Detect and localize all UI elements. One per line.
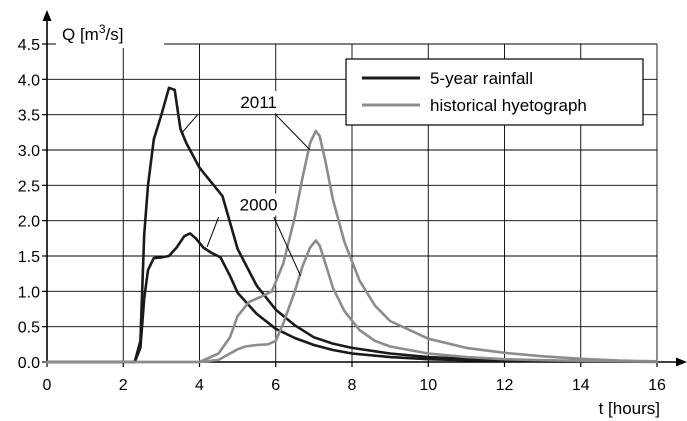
y-axis-title-bg xyxy=(56,22,164,48)
annotation-label-bg xyxy=(233,91,284,114)
x-tick-label: 16 xyxy=(648,377,666,394)
x-tick-label: 8 xyxy=(348,377,357,394)
y-axis-title-unit: /s] xyxy=(106,25,124,44)
axes: 0 2 4 6 8 10 12 14 16 0.0 0.5 1.0 1.5 2.0 2.5 3.0 3.5 4.0… xyxy=(18,10,687,394)
legend-box xyxy=(345,58,644,126)
y-tick-label: 0.5 xyxy=(18,320,40,337)
y-tick-label: 1.5 xyxy=(18,249,40,266)
series-line-3 xyxy=(45,239,659,364)
y-axis-title: Q [m3/s] xyxy=(62,22,123,44)
y-tick-label: 2.5 xyxy=(18,178,40,195)
x-tick-label: 12 xyxy=(496,377,514,394)
annotation-label: 2011 xyxy=(240,93,277,112)
x-tick-label: 2 xyxy=(119,377,128,394)
y-axis-arrow xyxy=(42,10,52,21)
legend-label: historical hyetograph xyxy=(430,96,587,115)
y-tick-label: 2.0 xyxy=(18,214,40,231)
y-tick-label: 0.0 xyxy=(18,355,40,372)
y-tick-label: 4.0 xyxy=(18,72,40,89)
annotation-leader-line xyxy=(206,216,220,247)
legend-label: 5-year rainfall xyxy=(430,69,533,88)
annotation-leader-line xyxy=(181,114,198,133)
legend: 5-year rainfall historical hyetograph xyxy=(345,58,644,126)
y-axis-title-text: Q [m xyxy=(62,25,99,44)
annotation-label-bg xyxy=(233,193,284,216)
annotation-leader-line xyxy=(273,216,301,276)
x-axis-title: t [hours] xyxy=(599,399,660,418)
y-axis-title-superscript: 3 xyxy=(99,22,106,36)
axis-labels: Q [m3/s] t [hours] xyxy=(56,22,660,418)
x-tick-label: 6 xyxy=(271,377,280,394)
annotation-label: 2000 xyxy=(240,196,278,215)
x-tick-label: 14 xyxy=(572,377,590,394)
y-tick-label: 3.0 xyxy=(18,143,40,160)
series-line-1 xyxy=(45,232,659,364)
x-tick-label: 10 xyxy=(419,377,437,394)
y-tick-label: 3.5 xyxy=(18,108,40,125)
y-tick-label: 1.0 xyxy=(18,284,40,301)
series-line-2 xyxy=(45,129,659,364)
y-tick-label: 4.5 xyxy=(18,37,40,54)
x-tick-label: 0 xyxy=(43,377,52,394)
x-tick-label: 4 xyxy=(195,377,204,394)
series-lines xyxy=(45,86,659,364)
annotations: 2011 2000 xyxy=(181,91,311,276)
series-line-0 xyxy=(45,86,659,364)
x-axis-arrow xyxy=(676,357,687,367)
annotation-leader-line xyxy=(275,114,311,151)
